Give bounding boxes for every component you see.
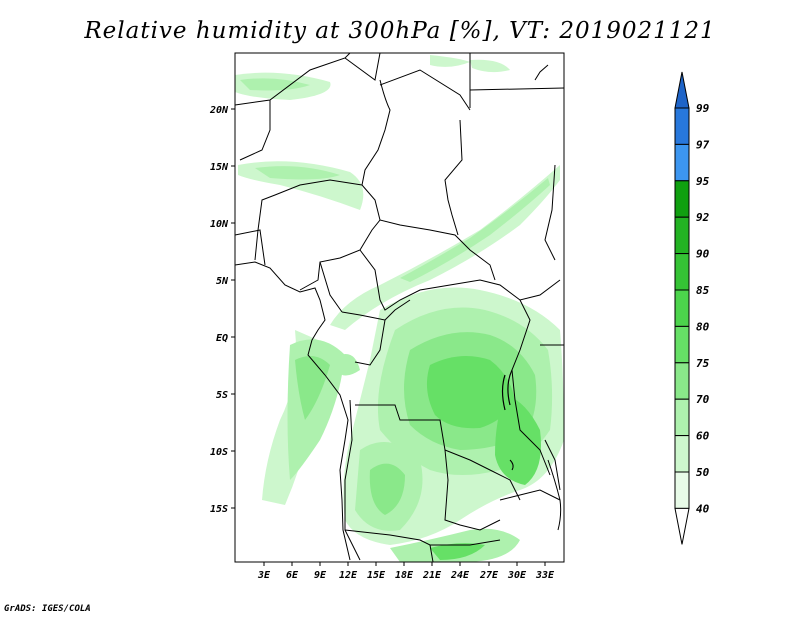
legend-swatch: [674, 471, 690, 509]
lon-label: 27E: [479, 570, 499, 581]
legend-swatch: [674, 180, 690, 218]
longitude-axis: 3E 6E 9E 12E 15E 18E 21E 24E 27E 30E 33E: [257, 562, 555, 581]
lon-label: 6E: [286, 570, 299, 581]
lon-label: 21E: [422, 570, 442, 581]
legend-swatch: [674, 325, 690, 364]
legend-swatch: [674, 107, 690, 145]
lat-label: 20N: [209, 105, 229, 116]
color-legend: 99 97 95 92 90 85 80 75 70 60 50 40: [674, 71, 710, 545]
lat-label: 10S: [210, 447, 228, 458]
legend-label: 75: [696, 357, 710, 370]
coastline: [235, 64, 562, 561]
lon-label: 12E: [339, 570, 358, 581]
legend-arrow-bottom: [674, 507, 690, 545]
lat-label: 15S: [210, 504, 228, 515]
map-title: Relative humidity at 300hPa [%], VT: 201…: [84, 18, 716, 44]
legend-swatch: [674, 398, 690, 437]
legend-label: 85: [696, 284, 710, 297]
legend-label: 92: [696, 211, 710, 224]
map-frame: [234, 52, 565, 563]
lat-label: 15N: [210, 162, 229, 173]
legend-label: 95: [696, 175, 710, 188]
latitude-axis: 20N 15N 10N 5N EQ 5S 10S 15S: [209, 105, 235, 515]
lon-label: 24E: [450, 570, 470, 581]
lon-label: 9E: [314, 570, 327, 581]
lat-label: EQ: [216, 333, 228, 344]
legend-swatch: [674, 362, 690, 400]
legend-label: 40: [696, 502, 710, 515]
legend-label: 90: [696, 248, 710, 261]
lon-label: 15E: [367, 570, 386, 581]
legend-label: 97: [696, 138, 710, 151]
lat-label: 5N: [216, 276, 229, 287]
legend-swatch: [674, 289, 690, 327]
country-borders: [235, 53, 564, 562]
legend-swatch: [674, 216, 690, 255]
legend-label: 70: [696, 393, 710, 406]
legend-arrow-top: [674, 71, 690, 109]
legend-swatch: [674, 143, 690, 182]
lon-label: 3E: [257, 570, 271, 581]
humidity-field: [235, 55, 564, 562]
legend-label: 80: [696, 320, 710, 333]
legend-label: 99: [696, 102, 710, 115]
lat-label: 5S: [216, 390, 228, 401]
lon-label: 30E: [507, 570, 527, 581]
legend-label: 50: [696, 466, 710, 479]
lat-label: 10N: [210, 219, 229, 230]
legend-label: 60: [696, 430, 710, 443]
lon-label: 18E: [395, 570, 414, 581]
lon-label: 33E: [535, 570, 555, 581]
credit-footer: GrADS: IGES/COLA: [4, 604, 91, 614]
legend-swatch: [674, 435, 690, 473]
legend-swatch: [674, 253, 690, 291]
